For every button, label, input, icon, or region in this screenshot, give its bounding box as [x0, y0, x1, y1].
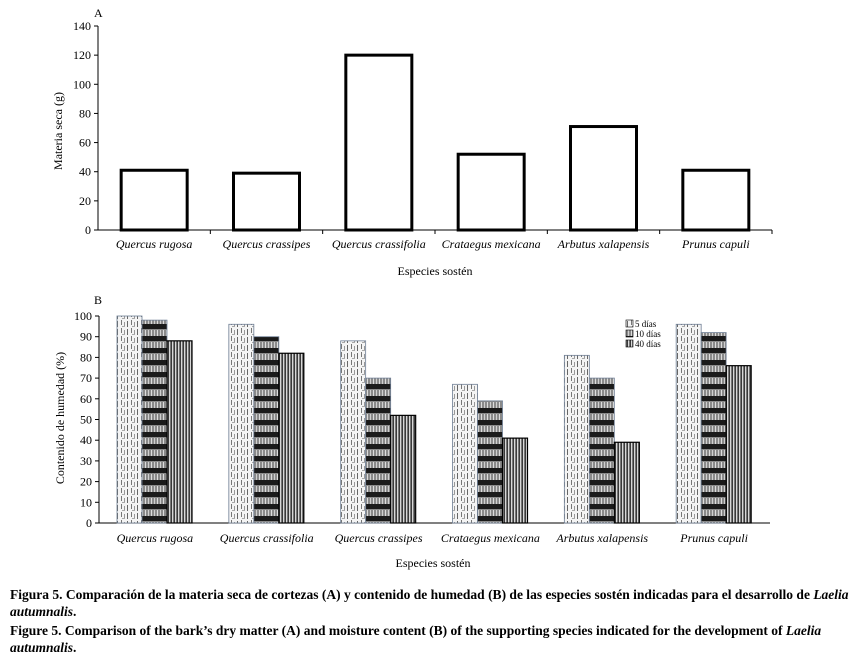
chart-b-y-ticks: 0 10 20 30 40 50 60 70 80 90 100 — [74, 309, 99, 530]
chart-b-bar-40-dias — [501, 437, 529, 524]
chart-b-bar-40-dias — [725, 365, 752, 524]
chart-a-x-tick-label: Arbutus xalapensis — [557, 237, 650, 251]
chart-b-bar-10-dias — [365, 377, 392, 524]
caption-es-end: . — [73, 604, 77, 619]
chart-b-bar-5-dias — [228, 323, 255, 524]
figure-captions: Figura 5. Comparación de la materia seca… — [10, 586, 856, 658]
chart-a-x-tick-label: Quercus crassipes — [223, 237, 311, 251]
chart-a-x-tick-label: Quercus crassifolia — [332, 237, 426, 251]
chart-b-bar-5-dias — [675, 323, 702, 524]
chart-b-y-tick-label: 0 — [86, 516, 92, 530]
chart-b-legend-label: 10 días — [635, 329, 661, 339]
chart-a-y-tick-label: 40 — [79, 165, 91, 179]
chart-b-y-title: Contenido de humedad (%) — [53, 352, 67, 484]
chart-a-y-title: Materia seca (g) — [51, 92, 65, 170]
chart-b-y-tick-label: 10 — [80, 495, 92, 509]
chart-a-x-title: Especies sostén — [398, 264, 473, 278]
chart-b-y-tick-label: 30 — [80, 454, 92, 468]
caption-es: Figura 5. Comparación de la materia seca… — [10, 586, 856, 620]
caption-en-species: Laelia autumnalis — [10, 623, 822, 655]
chart-b-legend-label: 40 días — [635, 339, 661, 349]
chart-a-y-tick-label: 140 — [73, 19, 91, 33]
chart-b-bar-40-dias — [166, 340, 193, 524]
chart-b-y-tick-label: 20 — [80, 475, 92, 489]
chart-b-bar-10-dias — [253, 336, 280, 524]
chart-a-bar — [344, 53, 414, 232]
chart-b-bar-40-dias — [278, 352, 305, 524]
chart-b-x-tick-label: Arbutus xalapensis — [555, 531, 648, 545]
chart-b-legend-swatch — [625, 319, 634, 328]
chart-b-bar-10-dias — [141, 319, 168, 524]
panel-letter-a: A — [94, 6, 103, 20]
chart-b-x-labels: Quercus rugosa Quercus crassifolia Quercus… — [117, 531, 748, 545]
chart-b-x-tick-label: Crataegus mexicana — [441, 531, 540, 545]
chart-a-bar — [119, 168, 189, 232]
chart-a-y-tick-label: 120 — [73, 48, 91, 62]
chart-b-y-tick-label: 90 — [80, 330, 92, 344]
chart-a-y-tick-label: 100 — [73, 77, 91, 91]
chart-b-x-title: Especies sostén — [396, 556, 471, 570]
chart-a-bar — [569, 125, 638, 232]
chart-a-y-tick-label: 0 — [85, 223, 91, 237]
panel-letter-b: B — [94, 293, 102, 307]
chart-b-legend-label: 5 días — [635, 319, 657, 329]
chart-a-bars — [119, 53, 751, 232]
chart-a-x-labels: Quercus rugosa Quercus crassipes Quercus c… — [116, 237, 750, 251]
caption-en: Figure 5. Comparison of the bark’s dry m… — [10, 622, 856, 656]
chart-b-bar-40-dias — [390, 414, 417, 524]
chart-a-x-tick-label: Prunus capuli — [681, 237, 750, 251]
chart-b-x-tick-label: Prunus capuli — [679, 531, 748, 545]
chart-b-x-tick-label: Quercus rugosa — [117, 531, 194, 545]
chart-b-y-tick-label: 40 — [80, 433, 92, 447]
chart-b-axes — [98, 316, 770, 524]
chart-b-bars — [116, 315, 752, 524]
chart-b-legend-swatch — [625, 339, 634, 348]
chart-a-axes — [97, 26, 773, 234]
chart-a-y-tick-label: 80 — [79, 106, 91, 120]
chart-b-bar-10-dias — [477, 400, 503, 524]
chart-a-y-tick-label: 60 — [79, 136, 91, 150]
chart-a-bar — [681, 168, 751, 232]
chart-a-y-ticks: 0 20 40 60 80 100 120 140 — [73, 19, 98, 237]
chart-b-bar-10-dias — [700, 332, 727, 524]
chart-b-y-tick-label: 100 — [74, 309, 92, 323]
caption-es-label: Figura 5. — [10, 587, 63, 602]
chart-b-bar-5-dias — [116, 315, 143, 524]
chart-b-y-tick-label: 70 — [80, 371, 92, 385]
chart-b-bar-10-dias — [588, 377, 615, 524]
chart-a-x-tick-label: Crataegus mexicana — [442, 237, 541, 251]
chart-a-y-tick-label: 20 — [79, 194, 91, 208]
chart-b-bar-40-dias — [613, 441, 640, 524]
chart-b-bar-5-dias — [452, 383, 478, 524]
chart-b-y-tick-label: 60 — [80, 392, 92, 406]
chart-a-bar — [456, 152, 526, 232]
chart-a-x-tick-label: Quercus rugosa — [116, 237, 193, 251]
caption-es-species: Laelia autumnalis — [10, 587, 849, 619]
chart-b-x-tick-label: Quercus crassipes — [335, 531, 423, 545]
caption-en-end: . — [73, 640, 77, 655]
chart-b-legend-swatch — [625, 329, 634, 338]
chart-b-bar-5-dias — [563, 354, 590, 524]
chart-a-bar — [232, 171, 301, 232]
chart-b-bar-5-dias — [340, 340, 367, 524]
caption-es-text: Comparación de la materia seca de cortez… — [65, 587, 810, 602]
caption-en-label: Figure 5. — [10, 623, 62, 638]
caption-en-text: Comparison of the bark’s dry matter (A) … — [64, 623, 783, 638]
chart-b-x-tick-label: Quercus crassifolia — [220, 531, 314, 545]
chart-b-y-tick-label: 50 — [80, 413, 92, 427]
chart-b-y-tick-label: 80 — [80, 350, 92, 364]
